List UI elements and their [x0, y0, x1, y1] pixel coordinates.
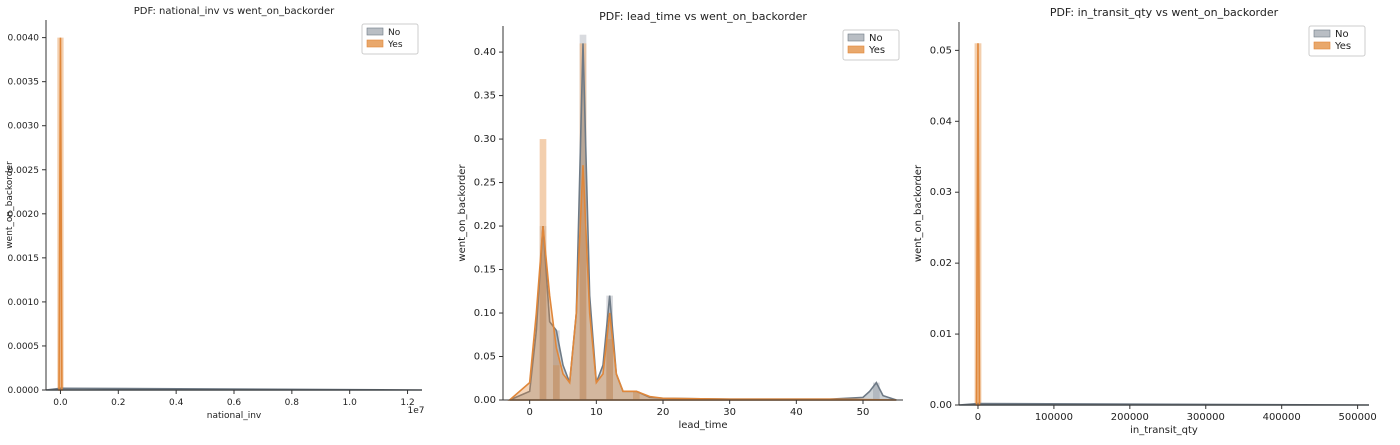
x-tick-label: 0 [526, 407, 532, 418]
y-tick-label: 0.0010 [8, 298, 40, 308]
y-axis-label: went_on_backorder [457, 164, 468, 262]
legend-swatch-no [1313, 29, 1331, 38]
x-tick-label: 0.0 [53, 398, 68, 408]
y-tick-label: 0.00 [474, 395, 496, 406]
x-tick-label: 50 [857, 407, 870, 418]
y-tick-label: 0.10 [474, 308, 496, 319]
x-tick-label: 20 [657, 407, 670, 418]
x-tick-label: 1.2 [400, 398, 414, 408]
histogram-bar-yes-1 [539, 139, 547, 400]
legend-entry-no: No [1335, 29, 1349, 40]
y-tick-label: 0.0025 [8, 166, 40, 176]
x-tick-label: 1.0 [343, 398, 358, 408]
y-tick-label: 0.40 [474, 47, 496, 58]
y-axis-label: went_on_backorder [5, 161, 15, 249]
legend-entry-yes: Yes [868, 45, 885, 56]
x-tick-label: 200000 [1111, 412, 1149, 423]
x-tick-label: 0.8 [285, 398, 300, 408]
density-curve-no [509, 43, 897, 401]
histogram-bar-yes-5 [633, 391, 640, 400]
x-tick-label: 400000 [1263, 412, 1301, 423]
chart-title: PDF: national_inv vs went_on_backorder [134, 6, 335, 17]
legend-entry-yes: Yes [387, 40, 403, 50]
legend-swatch-yes [847, 45, 865, 54]
x-tick-label: 100000 [1035, 412, 1073, 423]
y-tick-label: 0.0040 [8, 34, 40, 44]
y-tick-label: 0.0030 [8, 122, 40, 132]
x-tick-label: 0.6 [227, 398, 242, 408]
chart-title: PDF: lead_time vs went_on_backorder [599, 10, 807, 23]
y-tick-label: 0.20 [474, 221, 496, 232]
x-offset-label: 1e7 [408, 406, 425, 416]
chart-panel-2: PDF: lead_time vs went_on_backorder 0 10 20… [457, 10, 903, 431]
histogram-bar-yes-3 [579, 43, 587, 400]
chart-title: PDF: in_transit_qty vs went_on_backorder [1050, 6, 1279, 19]
y-tick-label: 0.01 [930, 329, 952, 340]
y-tick-label: 0.0000 [8, 386, 40, 396]
y-tick-label: 0.05 [930, 45, 952, 56]
density-curve-yes [58, 37, 63, 391]
legend-swatch-yes [366, 39, 384, 48]
legend-swatch-no [847, 33, 865, 42]
y-tick-label: 0.03 [930, 187, 952, 198]
x-axis-label: in_transit_qty [1130, 425, 1198, 436]
histogram-bar-yes-4 [606, 339, 613, 400]
y-tick-label: 0.15 [474, 265, 496, 276]
x-tick-label: 300000 [1187, 412, 1225, 423]
x-tick-label: 30 [723, 407, 736, 418]
y-tick-label: 0.0015 [8, 254, 40, 264]
histogram-bar-no-5 [873, 382, 880, 400]
y-tick-label: 0.0005 [8, 342, 40, 352]
x-tick-label: 10 [590, 407, 603, 418]
legend-swatch-no [366, 27, 384, 36]
histogram-bar-yes-2 [553, 365, 560, 400]
y-tick-label: 0.05 [474, 352, 496, 363]
chart-panel-3: PDF: in_transit_qty vs went_on_backorder… [913, 6, 1377, 436]
x-tick-label: 40 [790, 407, 803, 418]
y-tick-label: 0.00 [930, 400, 952, 411]
x-tick-label: 0 [975, 412, 981, 423]
y-tick-label: 0.0020 [8, 210, 40, 220]
y-tick-label: 0.30 [474, 134, 496, 145]
y-tick-label: 0.35 [474, 91, 496, 102]
y-tick-label: 0.0035 [8, 78, 40, 88]
y-tick-label: 0.02 [930, 258, 952, 269]
x-axis-label: national_inv [207, 411, 262, 421]
x-tick-label: 500000 [1339, 412, 1377, 423]
y-axis-label: went_on_backorder [913, 164, 924, 262]
y-tick-label: 0.04 [930, 116, 952, 127]
chart-panel-1: PDF: national_inv vs went_on_backorder 0.… [5, 6, 425, 421]
legend-swatch-yes [1313, 41, 1331, 50]
density-curve-yes [507, 165, 897, 401]
legend-entry-no: No [388, 28, 401, 38]
legend-entry-yes: Yes [1334, 41, 1351, 52]
y-tick-label: 0.25 [474, 178, 496, 189]
x-tick-label: 0.4 [169, 398, 184, 408]
x-tick-label: 0.2 [111, 398, 125, 408]
legend-entry-no: No [869, 33, 883, 44]
x-axis-label: lead_time [679, 420, 728, 431]
